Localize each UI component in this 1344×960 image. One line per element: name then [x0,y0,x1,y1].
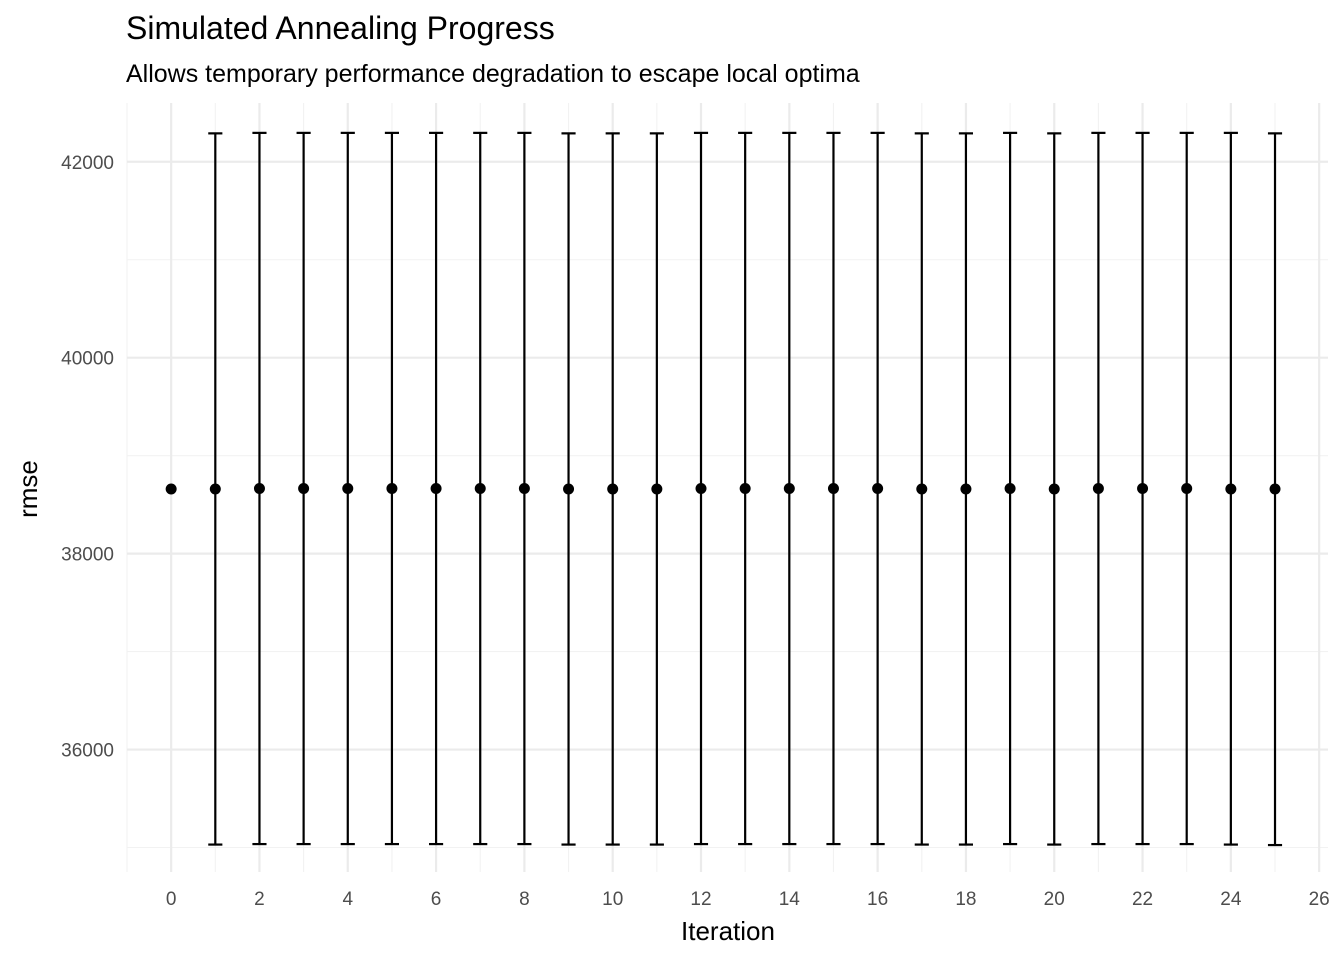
y-tick-label: 42000 [61,153,114,174]
y-axis-title: rmse [13,460,43,518]
data-point [1048,483,1060,495]
x-tick-label: 10 [602,889,623,910]
x-tick-label: 6 [431,889,442,910]
data-point [916,483,928,495]
data-point [1137,482,1149,494]
data-point [1181,482,1193,494]
x-tick-label: 26 [1309,889,1330,910]
x-tick-label: 16 [867,889,888,910]
data-point [607,483,619,495]
data-point [165,483,177,495]
data-point [1004,482,1016,494]
data-point [872,482,884,494]
y-tick-label: 40000 [61,349,114,370]
x-tick-label: 2 [254,889,265,910]
data-point [827,482,839,494]
data-point [651,483,663,495]
data-points [165,482,1281,495]
data-point [209,483,221,495]
data-point [342,482,354,494]
y-tick-label: 38000 [61,545,114,566]
data-point [430,482,442,494]
data-point [518,482,530,494]
data-point [298,482,310,494]
data-point [474,482,486,494]
data-point [960,483,972,495]
data-point [695,482,707,494]
data-point [1225,483,1237,495]
data-point [783,482,795,494]
x-tick-label: 14 [779,889,801,910]
data-point [386,482,398,494]
x-axis-title: Iteration [681,916,775,946]
x-tick-label: 4 [342,889,353,910]
y-axis-tick-labels: 36000 38000 40000 42000 [61,153,114,762]
data-point [739,482,751,494]
x-tick-label: 0 [166,889,177,910]
data-point [563,483,575,495]
data-point [1092,482,1104,494]
x-axis-tick-labels: 0 2 4 6 8 10 12 14 16 18 20 22 24 26 [166,889,1330,910]
x-tick-label: 22 [1132,889,1153,910]
data-point [1269,483,1281,495]
chart-title: Simulated Annealing Progress [126,10,555,46]
x-tick-label: 24 [1220,889,1242,910]
chart-subtitle: Allows temporary performance degradation… [126,60,860,88]
x-tick-label: 18 [955,889,976,910]
x-tick-label: 20 [1044,889,1065,910]
data-point [253,482,265,494]
x-tick-label: 12 [690,889,711,910]
x-tick-label: 8 [519,889,530,910]
y-tick-label: 36000 [61,741,114,762]
